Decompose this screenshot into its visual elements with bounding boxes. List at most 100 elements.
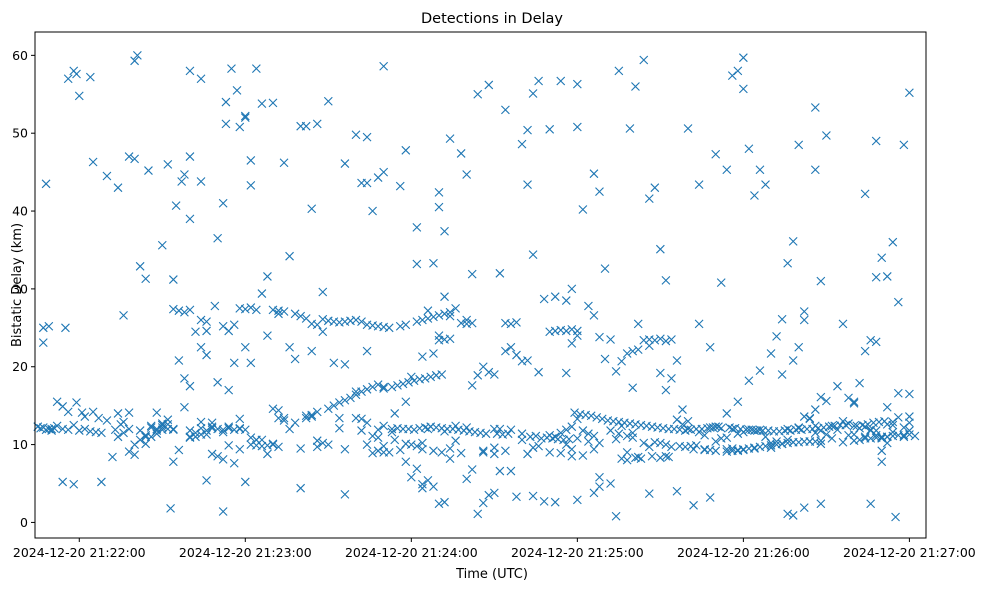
data-point [246,180,256,190]
data-point [722,165,732,175]
data-point [788,356,798,365]
data-point [312,442,322,452]
data-point [290,354,300,364]
data-point [633,319,643,329]
data-point [545,124,555,134]
data-point [207,422,217,432]
data-point [85,72,95,82]
data-point [844,419,853,428]
data-point [589,310,599,320]
data-point [290,418,300,428]
data-point [506,342,516,352]
data-point [556,448,566,458]
data-point [893,412,903,422]
data-point [174,356,184,365]
data-point [124,408,134,418]
plot-frame [34,31,927,539]
data-point [882,272,892,281]
data-point [296,311,306,321]
data-point [539,497,549,506]
data-point [185,152,195,161]
data-point [329,401,339,411]
x-axis-label: Time (UTC) [455,567,528,582]
data-point [362,132,372,142]
data-point [451,421,460,431]
data-point [517,429,527,439]
data-point [788,237,798,246]
data-point [80,412,90,421]
data-point [440,226,449,236]
data-point [827,421,837,431]
data-point [412,441,422,451]
data-point [523,449,532,459]
x-tick-label: 2024-12-20 21:27:00 [843,545,976,560]
data-point [727,444,737,453]
data-point [683,424,693,434]
data-point [838,319,848,329]
data-point [185,381,195,391]
data-point [357,414,366,424]
y-tick-label: 0 [20,515,28,530]
data-point [174,445,184,455]
data-point [534,441,543,451]
data-point [224,422,234,432]
data-point [905,389,914,399]
data-point [69,420,79,430]
data-point [501,446,510,456]
data-point [572,122,582,132]
data-point [418,352,427,362]
data-point [528,491,538,501]
data-point [799,315,809,325]
data-point [606,426,615,435]
data-point [761,180,770,189]
data-point [905,418,914,428]
data-point [871,136,881,146]
data-point [711,446,721,456]
data-point [489,370,499,379]
data-point [362,346,372,356]
data-point [279,158,289,168]
data-point [650,437,660,447]
data-point [567,451,577,461]
data-point [445,311,455,321]
data-point [561,440,571,449]
data-point [180,307,189,317]
data-point [664,452,674,462]
data-point [783,424,793,434]
data-point [368,382,377,392]
data-point [246,358,256,368]
data-point [412,464,422,474]
data-point [462,170,472,179]
data-point [274,309,283,319]
data-point [196,74,206,84]
data-point [586,411,596,421]
data-point [816,392,826,402]
data-point [821,396,831,406]
data-point [379,61,389,71]
data-point [799,412,809,421]
data-point [647,451,657,461]
data-point [744,144,754,154]
data-point [672,356,682,365]
data-point [655,334,665,344]
data-point [860,346,870,356]
data-point [849,397,859,407]
data-point [888,420,898,430]
data-point [185,305,195,315]
data-point [595,482,604,492]
data-point [882,432,892,442]
data-point [495,268,505,278]
data-point [213,451,223,461]
data-point [412,317,422,326]
data-point [301,121,311,131]
data-point [130,154,140,164]
data-point [52,421,62,431]
data-point [661,336,671,346]
data-point [905,88,914,98]
data-point [766,349,776,358]
data-point [567,444,577,454]
data-point [722,433,732,442]
data-point [404,377,413,387]
data-point [191,428,200,438]
data-point [860,432,870,442]
